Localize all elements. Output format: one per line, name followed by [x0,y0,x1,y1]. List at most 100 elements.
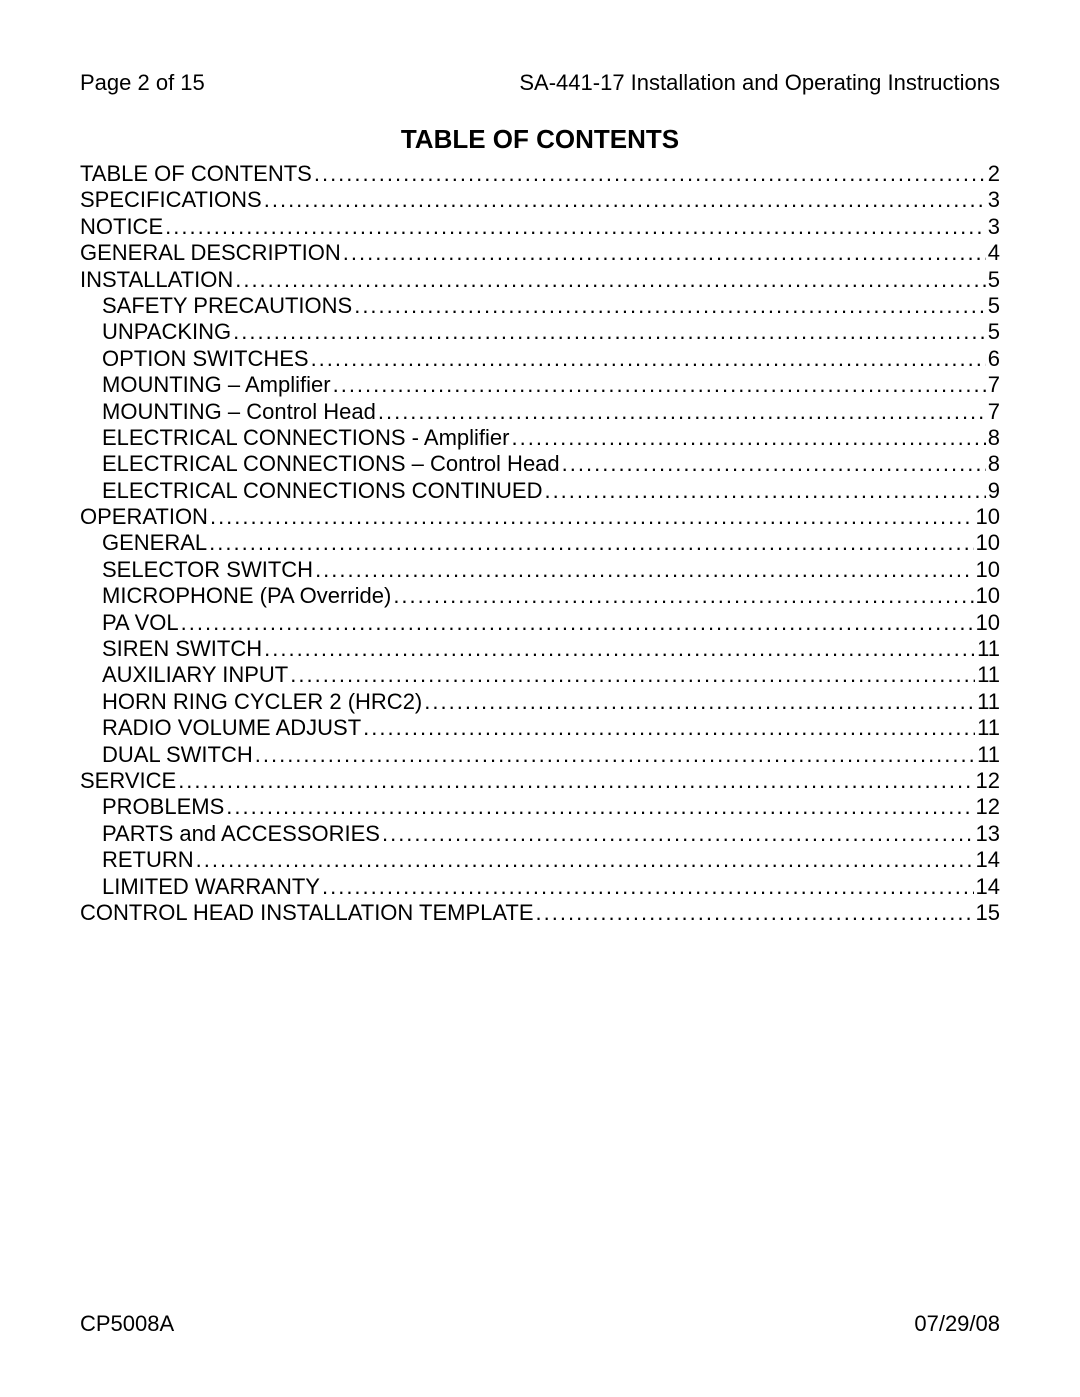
toc-entry-page: 10 [976,530,1000,556]
toc-leader-dots [343,240,986,266]
toc-row: CONTROL HEAD INSTALLATION TEMPLATE 15 [80,900,1000,926]
toc: TABLE OF CONTENTS2SPECIFICATIONS3NOTICE3… [80,161,1000,926]
toc-leader-dots [378,399,986,425]
toc-row: RADIO VOLUME ADJUST 11 [80,715,1000,741]
toc-row: SPECIFICATIONS 3 [80,187,1000,213]
toc-row: HORN RING CYCLER 2 (HRC2)11 [80,689,1000,715]
toc-row: OPERATION 10 [80,504,1000,530]
toc-entry-page: 10 [976,583,1000,609]
page-footer: CP5008A 07/29/08 [80,1311,1000,1337]
toc-entry-label: TABLE OF CONTENTS [80,161,312,187]
toc-leader-dots [424,689,975,715]
toc-entry-label: LIMITED WARRANTY [102,874,320,900]
toc-row: RETURN14 [80,847,1000,873]
toc-leader-dots [165,214,986,240]
toc-row: GENERAL10 [80,530,1000,556]
toc-entry-page: 5 [988,293,1000,319]
toc-entry-label: MOUNTING – Control Head [102,399,376,425]
toc-title: TABLE OF CONTENTS [80,124,1000,155]
toc-leader-dots [209,530,973,556]
toc-row: SAFETY PRECAUTIONS 5 [80,293,1000,319]
toc-leader-dots [196,847,974,873]
toc-row: UNPACKING5 [80,319,1000,345]
toc-leader-dots [311,346,986,372]
toc-entry-page: 3 [988,214,1000,240]
toc-entry-label: OPTION SWITCHES [102,346,309,372]
page-header: Page 2 of 15 SA-441-17 Installation and … [80,70,1000,96]
toc-leader-dots [264,636,975,662]
toc-leader-dots [354,293,986,319]
toc-row: PA VOL 10 [80,610,1000,636]
toc-row: ELECTRICAL CONNECTIONS CONTINUED 9 [80,478,1000,504]
toc-row: LIMITED WARRANTY 14 [80,874,1000,900]
header-right: SA-441-17 Installation and Operating Ins… [519,70,1000,96]
toc-row: SERVICE12 [80,768,1000,794]
toc-entry-page: 12 [976,768,1000,794]
toc-entry-label: UNPACKING [102,319,231,345]
toc-entry-label: ELECTRICAL CONNECTIONS CONTINUED [102,478,542,504]
toc-entry-page: 11 [977,636,1000,662]
toc-entry-label: PARTS and ACCESSORIES [102,821,380,847]
toc-leader-dots [233,319,986,345]
toc-entry-label: ELECTRICAL CONNECTIONS - Amplifier [102,425,509,451]
toc-entry-page: 11 [977,715,1000,741]
toc-leader-dots [363,715,975,741]
toc-leader-dots [322,874,974,900]
toc-entry-page: 13 [976,821,1000,847]
toc-entry-page: 14 [976,847,1000,873]
toc-leader-dots [314,161,986,187]
toc-row: ELECTRICAL CONNECTIONS – Control Head8 [80,451,1000,477]
toc-leader-dots [264,187,986,213]
toc-row: MICROPHONE (PA Override) 10 [80,583,1000,609]
toc-entry-page: 5 [988,267,1000,293]
toc-entry-page: 2 [988,161,1000,187]
toc-row: DUAL SWITCH11 [80,742,1000,768]
toc-entry-page: 7 [988,372,1000,398]
toc-entry-label: MICROPHONE (PA Override) [102,583,391,609]
toc-entry-page: 10 [976,610,1000,636]
toc-leader-dots [544,478,985,504]
toc-entry-page: 8 [988,425,1000,451]
toc-leader-dots [178,768,973,794]
toc-row: TABLE OF CONTENTS 2 [80,161,1000,187]
toc-leader-dots [315,557,973,583]
toc-leader-dots [255,742,975,768]
toc-entry-page: 4 [988,240,1000,266]
toc-entry-page: 10 [976,504,1000,530]
toc-entry-label: MOUNTING – Amplifier [102,372,331,398]
header-left: Page 2 of 15 [80,70,205,96]
toc-entry-label: CONTROL HEAD INSTALLATION TEMPLATE [80,900,534,926]
toc-leader-dots [181,610,974,636]
toc-entry-page: 6 [988,346,1000,372]
toc-row: SELECTOR SWITCH 10 [80,557,1000,583]
toc-entry-label: PA VOL [102,610,179,636]
toc-leader-dots [393,583,973,609]
toc-leader-dots [511,425,985,451]
toc-row: PARTS and ACCESSORIES 13 [80,821,1000,847]
toc-entry-label: INSTALLATION [80,267,233,293]
toc-entry-label: PROBLEMS [102,794,224,820]
toc-leader-dots [333,372,986,398]
toc-entry-label: SAFETY PRECAUTIONS [102,293,352,319]
toc-row: MOUNTING – Control Head7 [80,399,1000,425]
toc-row: GENERAL DESCRIPTION 4 [80,240,1000,266]
toc-leader-dots [235,267,986,293]
toc-entry-label: GENERAL DESCRIPTION [80,240,341,266]
toc-leader-dots [536,900,974,926]
toc-entry-page: 14 [976,874,1000,900]
toc-entry-page: 8 [988,451,1000,477]
toc-entry-page: 11 [977,662,1000,688]
footer-left: CP5008A [80,1311,174,1337]
toc-entry-label: DUAL SWITCH [102,742,253,768]
toc-leader-dots [210,504,974,530]
toc-entry-page: 15 [976,900,1000,926]
toc-entry-page: 9 [988,478,1000,504]
toc-entry-label: RADIO VOLUME ADJUST [102,715,361,741]
toc-entry-label: SELECTOR SWITCH [102,557,313,583]
toc-entry-label: SPECIFICATIONS [80,187,262,213]
toc-entry-page: 3 [988,187,1000,213]
toc-entry-page: 10 [976,557,1000,583]
toc-leader-dots [562,451,986,477]
toc-leader-dots [290,662,975,688]
toc-entry-label: OPERATION [80,504,208,530]
